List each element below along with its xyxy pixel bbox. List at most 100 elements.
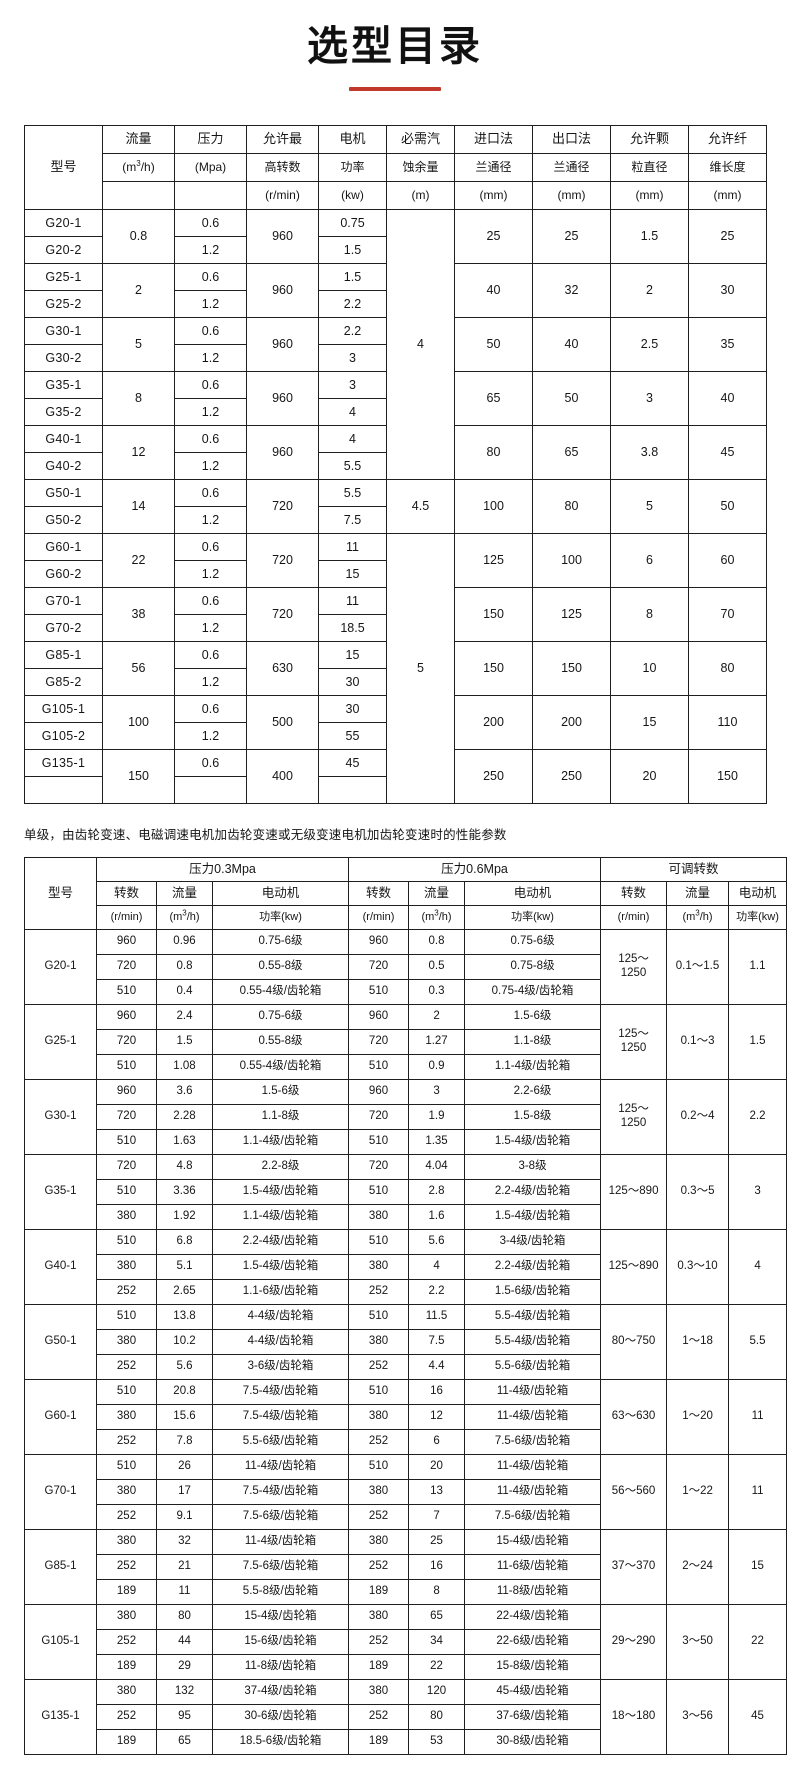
cell-adj-flow: 2～24 <box>666 1528 730 1605</box>
cell-model: G25-1 <box>24 1003 97 1080</box>
cell-flow: 0.8 <box>102 209 175 265</box>
cell-outlet-dn: 250 <box>532 749 611 805</box>
cell-p03-motor: 0.75-6级 <box>211 1003 350 1030</box>
cell-outlet-dn: 80 <box>532 479 611 535</box>
header-col-1-line1: 压力 <box>174 125 247 155</box>
table-row: 510 1.08 0.55-4级/齿轮箱 510 0.9 1.1-4级/齿轮箱 <box>25 1053 787 1080</box>
cell-p06-speed: 510 <box>348 978 410 1005</box>
cell-pressure: 0.6 <box>174 641 247 670</box>
cell-fiber-len: 25 <box>688 209 767 265</box>
cell-particle-dia: 5 <box>610 479 689 535</box>
header-adj-flow-unit: (m3/h) <box>666 904 730 930</box>
header-col-2-line1: 允许最 <box>246 125 319 155</box>
header-col-0-line3 <box>102 181 175 211</box>
cell-p06-motor: 30-8级/齿轮箱 <box>464 1728 602 1755</box>
header-col-4-line3: (m) <box>386 181 455 211</box>
cell-adj-flow: 1～18 <box>666 1303 730 1380</box>
cell-adj-power: 3 <box>728 1153 788 1230</box>
header-col-5-line2: 兰通径 <box>454 153 533 183</box>
table-row: 510 3.36 1.5-4级/齿轮箱 510 2.8 2.2-4级/齿轮箱 <box>25 1178 787 1205</box>
cell-p03-speed: 720 <box>96 1153 157 1180</box>
cell-p06-speed: 960 <box>348 928 410 955</box>
cell-adj-flow: 1～22 <box>666 1453 730 1530</box>
cell-p06-motor: 5.5-4级/齿轮箱 <box>464 1328 602 1355</box>
cell-p06-flow: 120 <box>408 1678 466 1705</box>
cell-pressure: 1.2 <box>174 290 247 319</box>
cell-p06-speed: 189 <box>348 1653 410 1680</box>
cell-motor-power: 1.5 <box>318 263 387 292</box>
cell-p03-speed: 189 <box>96 1578 157 1605</box>
cell-flow: 150 <box>102 749 175 805</box>
cell-p03-flow: 2.4 <box>156 1003 213 1030</box>
cell-p03-speed: 380 <box>96 1678 157 1705</box>
cell-model: G50-2 <box>24 506 103 535</box>
header-col-5-line3: (mm) <box>454 181 533 211</box>
cell-p03-flow: 2.65 <box>156 1278 213 1305</box>
table-row: G85-2 1.2 30 <box>24 668 767 697</box>
cell-motor-power: 7.5 <box>318 506 387 535</box>
header-p03-power-unit: 功率(kw) <box>211 904 350 930</box>
cell-model: G20-1 <box>24 209 103 238</box>
cell-fiber-len: 30 <box>688 263 767 319</box>
cell-p06-motor: 37-6级/齿轮箱 <box>464 1703 602 1730</box>
cell-fiber-len: 60 <box>688 533 767 589</box>
cell-outlet-dn: 200 <box>532 695 611 751</box>
cell-p03-motor: 30-6级/齿轮箱 <box>211 1703 350 1730</box>
cell-model: G20-1 <box>24 928 97 1005</box>
cell-motor-power <box>318 776 387 805</box>
cell-model: G35-2 <box>24 398 103 427</box>
cell-npsh: 4 <box>386 209 455 481</box>
table-row: 720 0.8 0.55-8级 720 0.5 0.75-8级 <box>25 953 787 980</box>
title-underline-rule <box>349 87 441 92</box>
cell-p06-speed: 380 <box>348 1678 410 1705</box>
cell-motor-power: 5.5 <box>318 452 387 481</box>
cell-pressure: 1.2 <box>174 560 247 589</box>
cell-outlet-dn: 40 <box>532 317 611 373</box>
header-col-5-line1: 进口法 <box>454 125 533 155</box>
cell-adj-power: 11 <box>728 1453 788 1530</box>
cell-p03-speed: 252 <box>96 1703 157 1730</box>
cell-motor-power: 15 <box>318 560 387 589</box>
header-col-3-line3: (kw) <box>318 181 387 211</box>
cell-p03-speed: 252 <box>96 1553 157 1580</box>
cell-particle-dia: 2 <box>610 263 689 319</box>
cell-p06-motor: 11-4级/齿轮箱 <box>464 1453 602 1480</box>
cell-model: G20-2 <box>24 236 103 265</box>
mid-caption: 单级，由齿轮变速、电磁调速电机加齿轮变速或无级变速电机加齿轮变速时的性能参数 <box>24 828 507 843</box>
cell-pressure: 0.6 <box>174 209 247 238</box>
cell-p03-flow: 0.4 <box>156 978 213 1005</box>
cell-outlet-dn: 25 <box>532 209 611 265</box>
cell-p03-speed: 510 <box>96 1128 157 1155</box>
cell-p06-speed: 510 <box>348 1378 410 1405</box>
cell-p06-motor: 2.2-4级/齿轮箱 <box>464 1253 602 1280</box>
cell-model: G85-2 <box>24 668 103 697</box>
cell-adj-speed: 63～630 <box>600 1378 668 1455</box>
header-p03-speed-unit: (r/min) <box>96 904 157 930</box>
cell-max-speed: 960 <box>246 209 319 265</box>
cell-p06-flow: 20 <box>408 1453 466 1480</box>
cell-p03-flow: 9.1 <box>156 1503 213 1530</box>
cell-p03-motor: 18.5-6级/齿轮箱 <box>211 1728 350 1755</box>
cell-motor-power: 11 <box>318 533 387 562</box>
table-row: G20-1 960 0.96 0.75-6级 960 0.8 0.75-6级 125～ 1250… <box>24 928 788 1005</box>
cell-adj-flow: 1～20 <box>666 1378 730 1455</box>
cell-particle-dia: 8 <box>610 587 689 643</box>
cell-p03-speed: 380 <box>96 1253 157 1280</box>
cell-p03-speed: 380 <box>96 1603 157 1630</box>
cell-p06-motor: 11-6级/齿轮箱 <box>464 1553 602 1580</box>
table-row: G60-1 510 20.8 7.5-4级/齿轮箱 510 16 11-4级/齿轮箱 63～6… <box>24 1378 788 1455</box>
cell-outlet-dn: 150 <box>532 641 611 697</box>
table-row <box>24 776 767 805</box>
cell-p03-motor: 2.2-4级/齿轮箱 <box>211 1228 350 1255</box>
cell-model: G135-1 <box>24 749 103 778</box>
table-row: 720 2.28 1.1-8级 720 1.9 1.5-8级 <box>25 1103 787 1130</box>
cell-adj-speed: 18～180 <box>600 1678 668 1755</box>
cell-motor-power: 18.5 <box>318 614 387 643</box>
cell-adj-power: 5.5 <box>728 1303 788 1380</box>
cell-model: G50-1 <box>24 479 103 508</box>
table-row: G35-1 8 0.6 960 3 65 50 3 40 <box>24 371 767 427</box>
cell-max-speed: 960 <box>246 317 319 373</box>
cell-p06-speed: 720 <box>348 1153 410 1180</box>
cell-p03-motor: 15-6级/齿轮箱 <box>211 1628 350 1655</box>
cell-motor-power: 55 <box>318 722 387 751</box>
